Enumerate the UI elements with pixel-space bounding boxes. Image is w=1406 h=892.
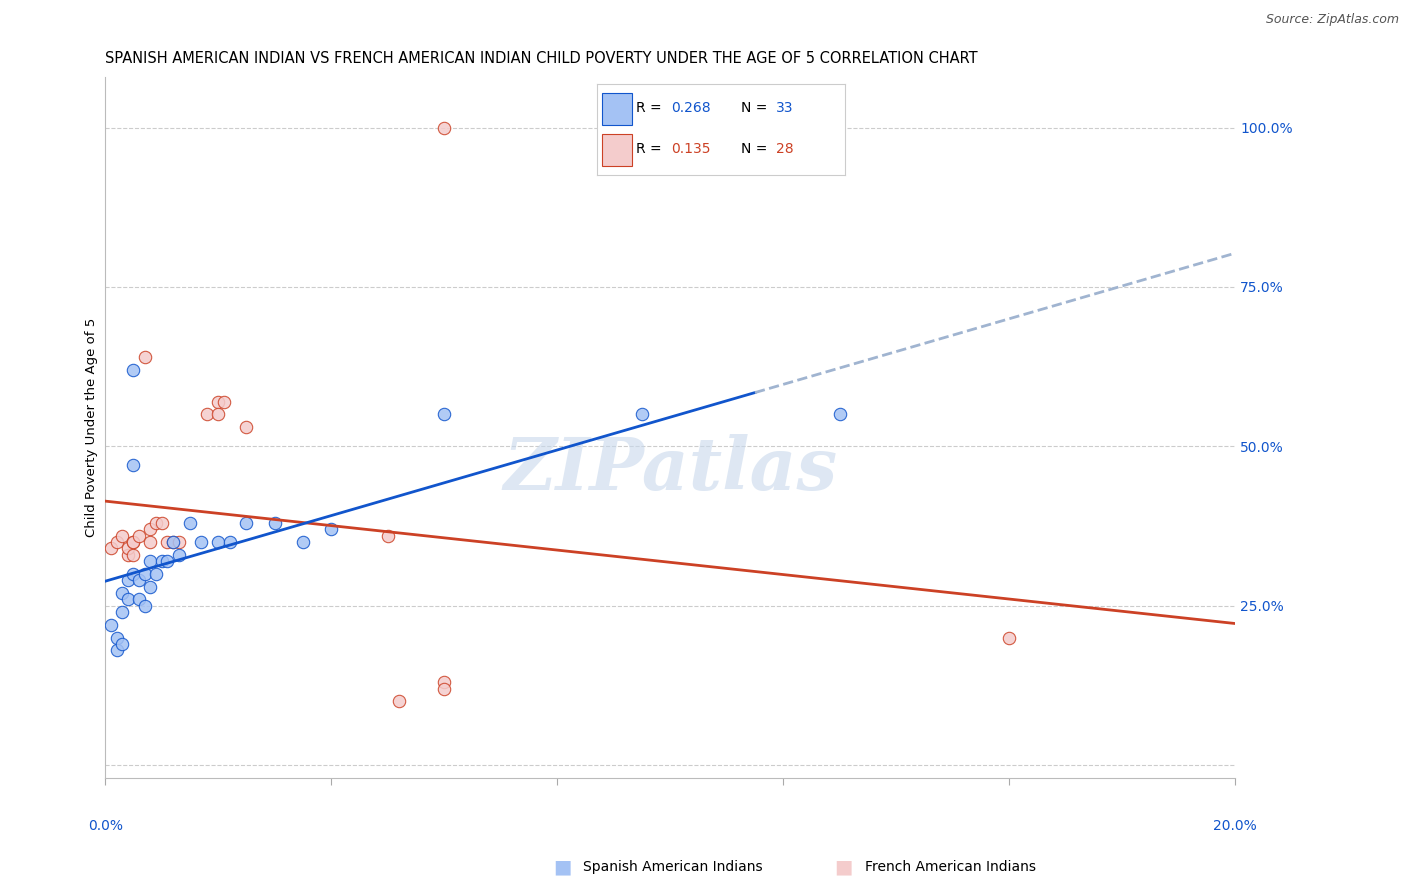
- Point: [263, 516, 285, 530]
- Point: [122, 363, 145, 377]
- Point: [433, 120, 456, 135]
- Point: [828, 408, 851, 422]
- Point: [111, 586, 134, 600]
- Point: [150, 554, 173, 568]
- Text: Spanish American Indians: Spanish American Indians: [583, 860, 763, 874]
- Point: [111, 637, 134, 651]
- Point: [321, 522, 343, 536]
- Point: [122, 458, 145, 473]
- Text: ZIPatlas: ZIPatlas: [503, 434, 837, 505]
- Text: French American Indians: French American Indians: [865, 860, 1036, 874]
- Y-axis label: Child Poverty Under the Age of 5: Child Poverty Under the Age of 5: [86, 318, 98, 537]
- Point: [190, 535, 212, 549]
- Point: [134, 566, 156, 581]
- Point: [139, 580, 162, 594]
- Point: [388, 694, 411, 708]
- Point: [150, 516, 173, 530]
- Point: [235, 420, 257, 434]
- Point: [105, 643, 128, 657]
- Text: 20.0%: 20.0%: [1213, 819, 1257, 833]
- Point: [212, 394, 235, 409]
- Point: [139, 554, 162, 568]
- Point: [631, 408, 654, 422]
- Point: [105, 535, 128, 549]
- Text: 0.0%: 0.0%: [87, 819, 122, 833]
- Point: [207, 535, 229, 549]
- Point: [117, 573, 139, 587]
- Point: [162, 535, 184, 549]
- Point: [179, 516, 201, 530]
- Point: [134, 599, 156, 613]
- Text: ■: ■: [553, 857, 572, 877]
- Point: [139, 522, 162, 536]
- Point: [117, 592, 139, 607]
- Point: [998, 631, 1021, 645]
- Point: [100, 617, 122, 632]
- Point: [235, 516, 257, 530]
- Point: [156, 535, 179, 549]
- Point: [167, 535, 190, 549]
- Point: [156, 554, 179, 568]
- Point: [433, 675, 456, 690]
- Point: [134, 350, 156, 364]
- Point: [100, 541, 122, 556]
- Point: [122, 535, 145, 549]
- Point: [167, 548, 190, 562]
- Point: [195, 408, 218, 422]
- Point: [111, 605, 134, 619]
- Point: [145, 516, 167, 530]
- Point: [218, 535, 240, 549]
- Point: [105, 631, 128, 645]
- Point: [433, 681, 456, 696]
- Point: [122, 535, 145, 549]
- Point: [111, 528, 134, 542]
- Point: [122, 566, 145, 581]
- Point: [128, 528, 150, 542]
- Point: [433, 408, 456, 422]
- Point: [117, 541, 139, 556]
- Point: [139, 535, 162, 549]
- Point: [162, 535, 184, 549]
- Point: [207, 394, 229, 409]
- Point: [128, 592, 150, 607]
- Point: [377, 528, 399, 542]
- Point: [128, 573, 150, 587]
- Point: [117, 548, 139, 562]
- Point: [122, 548, 145, 562]
- Point: [145, 566, 167, 581]
- Text: SPANISH AMERICAN INDIAN VS FRENCH AMERICAN INDIAN CHILD POVERTY UNDER THE AGE OF: SPANISH AMERICAN INDIAN VS FRENCH AMERIC…: [105, 51, 977, 66]
- Text: ■: ■: [834, 857, 853, 877]
- Text: Source: ZipAtlas.com: Source: ZipAtlas.com: [1265, 13, 1399, 27]
- Point: [207, 408, 229, 422]
- Point: [291, 535, 314, 549]
